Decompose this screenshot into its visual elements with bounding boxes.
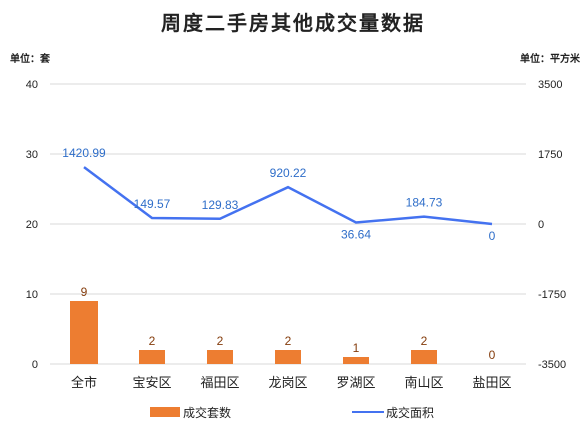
- left-tick-label: 40: [26, 79, 38, 91]
- category-label: 全市: [71, 375, 97, 391]
- left-tick-label: 20: [26, 219, 38, 231]
- gridlines: [50, 83, 526, 365]
- line-data-label: 129.83: [202, 198, 239, 212]
- left-axis-unit: 单位：套: [10, 52, 51, 65]
- bar: [275, 350, 301, 364]
- line-series: 1420.99 149.57 129.83 920.22 36.64 184.73 0: [62, 146, 495, 243]
- right-axis: -3500 -1750 0 1750 3500: [538, 79, 566, 371]
- area-line: [83, 166, 493, 226]
- right-tick-label: 3500: [538, 79, 562, 91]
- bar-data-label: 1: [353, 341, 360, 355]
- right-tick-label: 1750: [538, 149, 562, 161]
- bar: [207, 350, 233, 364]
- bar: [343, 357, 369, 364]
- bar: [139, 350, 165, 364]
- legend: 成交套数 成交面积: [150, 405, 434, 420]
- bar: [70, 301, 98, 364]
- bar-data-label: 9: [81, 285, 88, 299]
- left-tick-label: 30: [26, 149, 38, 161]
- bar-series: 9 2 2 2 1 2 0: [70, 285, 496, 364]
- right-tick-label: -1750: [538, 289, 566, 301]
- left-axis: 0 10 20 30 40: [26, 79, 38, 371]
- bar-data-label: 2: [421, 334, 428, 348]
- left-tick-label: 0: [32, 359, 38, 371]
- line-data-label: 1420.99: [62, 146, 106, 160]
- line-data-label: 920.22: [270, 166, 307, 180]
- bar: [411, 350, 437, 364]
- category-label: 龙岗区: [268, 376, 307, 391]
- category-label: 盐田区: [472, 376, 511, 391]
- chart-title: 周度二手房其他成交量数据: [161, 11, 425, 35]
- line-data-label: 36.64: [341, 228, 371, 242]
- bar-data-label: 2: [285, 334, 292, 348]
- legend-swatch-bars: [150, 407, 180, 417]
- right-tick-label: -3500: [538, 359, 566, 371]
- legend-label-bars: 成交套数: [183, 405, 231, 420]
- category-label: 南山区: [404, 375, 443, 391]
- line-data-label: 0: [489, 229, 496, 243]
- right-tick-label: 0: [538, 219, 544, 231]
- category-axis: 全市 宝安区 福田区 龙岗区 罗湖区 南山区 盐田区: [71, 375, 512, 391]
- left-tick-label: 10: [26, 289, 38, 301]
- category-label: 罗湖区: [336, 376, 375, 391]
- right-axis-unit: 单位：平方米: [520, 52, 581, 65]
- line-data-label: 149.57: [134, 197, 171, 211]
- line-data-label: 184.73: [406, 196, 443, 210]
- category-label: 福田区: [200, 376, 239, 391]
- bar-data-label: 0: [489, 348, 496, 362]
- category-label: 宝安区: [132, 376, 171, 391]
- bar-data-label: 2: [149, 334, 156, 348]
- legend-label-line: 成交面积: [386, 405, 434, 420]
- bar-data-label: 2: [217, 334, 224, 348]
